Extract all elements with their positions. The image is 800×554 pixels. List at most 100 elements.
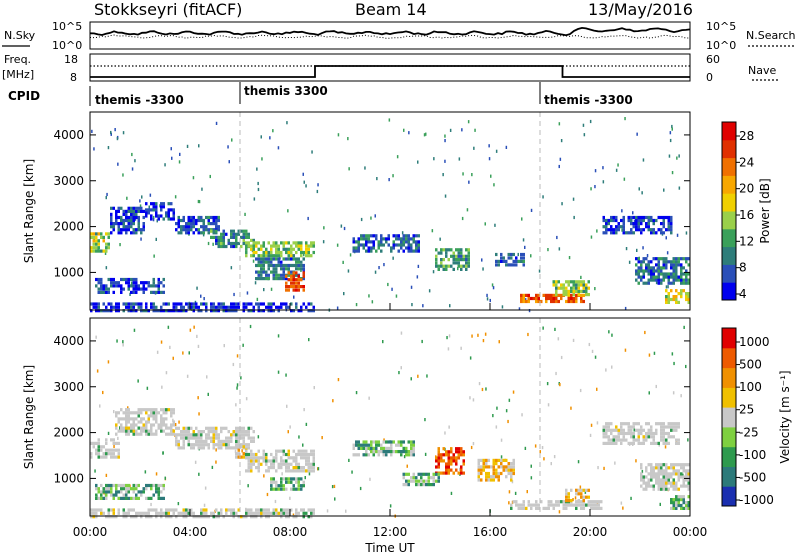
data-cell [110,302,113,306]
data-cell [250,309,253,313]
data-cell [635,269,638,273]
data-cell [370,440,373,444]
data-cell [662,428,665,432]
data-cell [242,426,245,430]
data-cell [488,144,490,148]
data-cell [152,417,155,421]
data-cell [215,309,218,313]
data-cell [112,493,115,497]
data-cell [292,285,295,289]
data-cell [267,260,270,264]
data-cell [660,478,663,482]
data-cell [105,246,108,250]
data-cell [252,456,255,460]
data-cell [565,488,568,492]
data-cell [100,493,103,497]
data-cell [185,508,188,512]
data-cell [130,487,133,491]
data-cell [650,475,653,479]
data-cell [245,397,248,401]
data-cell [280,305,283,309]
data-cell [190,436,193,440]
data-cell [567,293,570,297]
data-cell [160,202,163,206]
data-cell [245,430,248,434]
data-cell [467,258,470,262]
data-cell [570,289,573,293]
data-cell [225,426,228,430]
data-cell [512,468,515,472]
data-cell [152,277,155,282]
data-cell [235,511,238,515]
data-cell [157,284,160,288]
data-cell [165,302,168,306]
data-cell [645,422,648,426]
data-cell [675,300,678,304]
data-cell [357,243,360,247]
data-cell [560,500,563,504]
data-cell [117,455,120,459]
data-cell [490,475,493,479]
data-cell [417,264,420,268]
data-cell [240,376,242,380]
data-cell [482,462,485,466]
data-cell [147,309,150,313]
data-cell [292,484,295,488]
data-cell [117,483,120,488]
data-cell [412,479,415,483]
data-cell [595,506,598,510]
data-cell [579,485,582,489]
data-cell [415,476,418,480]
data-cell [637,266,640,270]
data-cell [682,501,685,505]
data-cell [380,249,383,253]
data-cell [155,429,158,433]
data-cell [135,417,138,421]
data-cell [240,244,243,249]
data-cell [442,471,445,475]
data-cell [382,440,385,444]
data-cell [402,234,405,238]
data-cell [481,258,483,262]
data-cell [687,438,689,442]
data-cell [660,269,663,273]
data-cell [582,286,585,290]
data-cell [105,290,108,294]
data-cell [295,302,298,306]
data-cell [365,249,368,253]
data-cell [410,443,413,447]
data-cell [641,191,643,195]
data-cell [650,484,653,488]
data-cell [665,463,668,467]
data-cell [657,281,660,285]
data-cell [152,309,155,313]
data-cell [635,278,638,282]
data-cell [250,456,253,460]
colorbar-tick-label: 100 [739,380,762,394]
data-cell [127,284,130,288]
data-cell [262,241,265,245]
data-cell [640,428,643,432]
data-cell [407,450,410,454]
data-cell [169,345,171,349]
data-cell [210,302,213,306]
data-cell [535,296,538,301]
data-cell [162,411,165,415]
data-cell [235,305,238,309]
data-cell [157,487,160,491]
data-cell [405,246,408,250]
data-cell [362,443,365,447]
data-cell [360,237,363,241]
data-cell [122,228,125,232]
data-cell [182,430,185,434]
data-cell [147,432,150,436]
data-cell [671,171,674,175]
data-cell [227,305,230,309]
data-cell [515,500,518,504]
data-cell [261,157,263,161]
data-cell [282,257,285,261]
data-cell [687,463,690,467]
data-cell [105,309,108,313]
colorbar-tick-label: 16 [739,208,754,222]
data-cell [137,305,140,309]
